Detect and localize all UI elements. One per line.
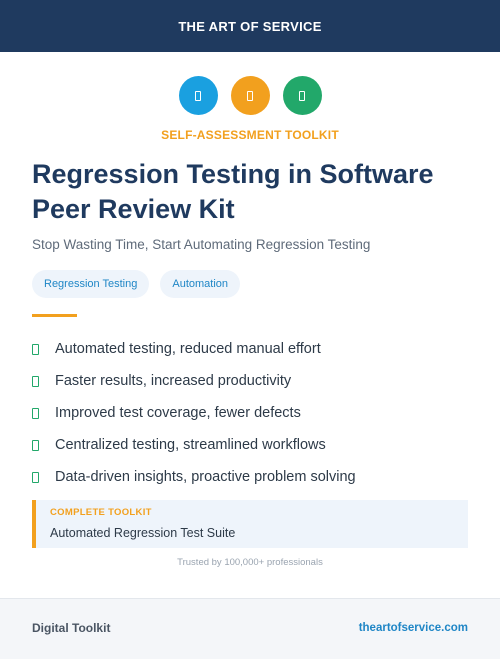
doc-icon (195, 90, 201, 101)
blue-circle (178, 76, 218, 115)
toolkit-callout: COMPLETE TOOLKIT Automated Regression Te… (32, 500, 468, 548)
subtitle: Stop Wasting Time, Start Automating Regr… (32, 237, 371, 252)
callout-text: Automated Regression Test Suite (50, 526, 236, 540)
benefit-text: Data-driven insights, proactive problem … (55, 469, 356, 485)
tag-regression-testing[interactable]: Regression Testing (32, 270, 150, 298)
check-icon (32, 375, 39, 387)
icon-row (0, 76, 500, 115)
eyebrow-label: SELF-ASSESSMENT TOOLKIT (161, 128, 339, 142)
list-item: Improved test coverage, fewer defects (32, 397, 472, 429)
benefit-text: Faster results, increased productivity (55, 373, 292, 389)
list-item: Faster results, increased productivity (32, 365, 472, 397)
check-icon (32, 439, 39, 451)
benefit-text: Centralized testing, streamlined workflo… (55, 437, 326, 453)
page-title: Regression Testing in Software Peer Revi… (32, 159, 434, 224)
green-circle (282, 76, 322, 115)
benefit-text: Automated testing, reduced manual effort (55, 341, 321, 357)
brand-name: THE ART OF SERVICE (178, 18, 322, 34)
list-item: Centralized testing, streamlined workflo… (32, 429, 472, 461)
top-banner: THE ART OF SERVICE (0, 0, 500, 52)
footer-label: Digital Toolkit (32, 621, 111, 635)
tag-list: Regression Testing Automation (32, 270, 241, 298)
benefit-text: Improved test coverage, fewer defects (55, 405, 301, 421)
doc-icon (247, 90, 253, 101)
doc-icon (299, 90, 305, 101)
tag-automation[interactable]: Automation (160, 270, 241, 298)
trusted-note: Trusted by 100,000+ professionals (177, 557, 323, 568)
list-item: Automated testing, reduced manual effort (32, 333, 472, 365)
accent-divider (32, 314, 77, 317)
benefit-list: Automated testing, reduced manual effort… (32, 333, 472, 493)
check-icon (32, 343, 39, 355)
check-icon (32, 471, 39, 483)
orange-circle (230, 76, 270, 115)
callout-label: COMPLETE TOOLKIT (50, 507, 152, 518)
footer: Digital Toolkit theartofservice.com (0, 598, 500, 659)
check-icon (32, 407, 39, 419)
list-item: Data-driven insights, proactive problem … (32, 461, 472, 493)
footer-link[interactable]: theartofservice.com (358, 622, 468, 634)
